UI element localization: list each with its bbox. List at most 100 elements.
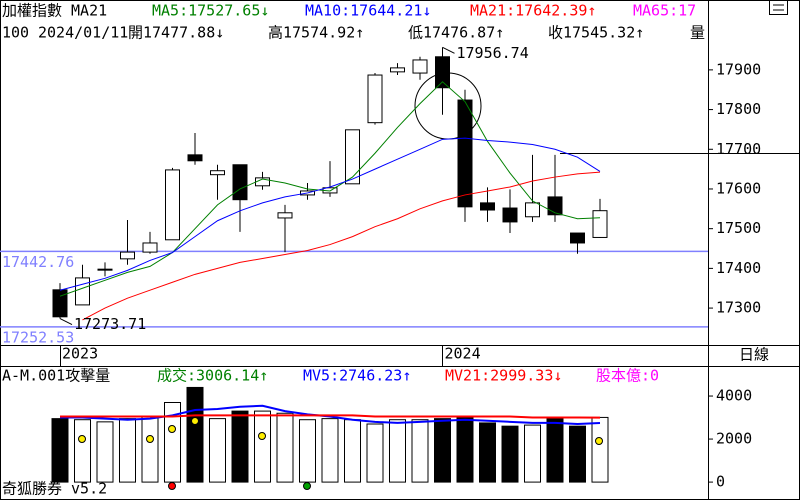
price-panel: 17442.76 17252.53 (0, 47, 708, 346)
volume-bar (51, 418, 69, 483)
info-text: 100 (2, 24, 29, 42)
candle-body (592, 210, 608, 238)
candle-body (457, 99, 473, 208)
price-line-label: 17252.53 (2, 328, 74, 346)
info-text: 成交:3006.14↑ (157, 367, 268, 385)
info-text: 高17574.92↑ (268, 24, 364, 42)
candle-body (412, 59, 428, 74)
volume-bar (366, 423, 384, 483)
volume-bar (546, 418, 564, 483)
candle-body (75, 277, 90, 306)
volume-bar (501, 425, 519, 483)
volume-bar (321, 418, 339, 483)
ma-line (82, 171, 601, 321)
y-tick-label: 17300 (716, 299, 761, 317)
volume-bar (209, 418, 226, 483)
info-text: MV21:2999.33↓ (445, 367, 562, 385)
volume-bar (389, 419, 406, 483)
y-tick-label: 4000 (716, 387, 752, 405)
annotation: 17273.71 (74, 315, 146, 333)
signal-dot (168, 425, 176, 433)
candle-body (52, 289, 68, 318)
volume-bar (524, 424, 541, 483)
candle-body (97, 268, 113, 271)
info-text: 加權指數 MA21 (2, 2, 107, 20)
info-text: MV5:2746.23↑ (303, 367, 411, 385)
x-tick-label: 2024 (445, 345, 481, 363)
volume-bar (591, 416, 609, 483)
info-text: MA5:17527.65↓ (152, 2, 269, 20)
volume-bar (479, 422, 496, 483)
info-text: 收17545.32↑ (548, 24, 644, 42)
signal-dot (191, 417, 199, 425)
info-text: 開17477.88↓ (128, 24, 224, 42)
y-tick-label: 0 (716, 473, 725, 491)
signal-dot (78, 435, 86, 443)
signal-dot (146, 435, 154, 443)
y-tick-label: 17900 (716, 60, 761, 78)
y-tick-label: 17400 (716, 259, 761, 277)
info-text: 2024/01/11 (38, 24, 128, 42)
candle-body (120, 251, 135, 260)
candle-body (547, 196, 563, 216)
volume-bar (186, 386, 204, 483)
volume-bar (411, 419, 429, 483)
candle-body (232, 164, 248, 201)
signal-dot (168, 482, 176, 490)
y-tick-label: 17700 (716, 140, 761, 158)
price-line-label: 17442.76 (2, 253, 74, 271)
volume-bar (456, 417, 474, 483)
info-text: A-M.001攻擊量 (2, 367, 110, 385)
menu-icon[interactable] (769, 0, 788, 15)
candle-body (210, 170, 225, 176)
info-text: MA10:17644.21↓ (305, 2, 431, 20)
volume-bar (276, 412, 294, 483)
footer-text: 奇狐勝券 v5.2 (2, 480, 107, 498)
annotation-leader (442, 46, 455, 54)
volume-bar (344, 419, 361, 483)
candle-body (525, 202, 540, 218)
info-text: 量 (690, 24, 705, 42)
candle-body (502, 207, 518, 223)
candle-body (570, 232, 585, 244)
x-tick-label: 2023 (62, 345, 98, 363)
volume-bar (434, 418, 451, 483)
signal-dot (595, 437, 603, 445)
candle-body (142, 242, 158, 253)
candle-body (367, 74, 383, 124)
annotation-leader (59, 318, 73, 325)
volume-bar (96, 421, 114, 483)
ma-line (59, 81, 601, 297)
info-text: 股本億:0 (596, 367, 659, 385)
y-tick-label: 17500 (716, 219, 761, 237)
volume-ma-line (60, 404, 601, 426)
candle-body (435, 56, 450, 89)
volume-bar (74, 419, 91, 483)
ma-line (59, 137, 601, 291)
volume-ma-line (60, 414, 601, 419)
volume-bar (569, 425, 586, 483)
volume-bar (254, 410, 271, 483)
signal-dot (258, 432, 266, 440)
candle-body (277, 212, 293, 219)
period-label: 日線 (739, 346, 769, 364)
volume-bar (231, 410, 249, 483)
candle-body (345, 129, 360, 185)
info-text: 低17476.87↑ (408, 24, 504, 42)
overlay: 加權指數 MA21 MA5:17527.65↓ MA10:17644.21↓ MA21… (2, 2, 769, 498)
volume-bar (299, 419, 316, 483)
candle-body (165, 169, 180, 241)
candle-body (187, 154, 203, 162)
candle-body (480, 202, 495, 211)
annotation: 17956.74 (457, 44, 529, 62)
candle-body (390, 67, 405, 73)
info-text: MA65:17 (633, 2, 696, 20)
volume-bar (141, 415, 159, 483)
volume-bar (119, 418, 136, 483)
y-tick-label: 2000 (716, 430, 752, 448)
signal-dot (303, 482, 311, 490)
y-tick-label: 17800 (716, 100, 761, 118)
info-text: MA21:17642.39↑ (470, 2, 596, 20)
y-tick-label: 17600 (716, 179, 761, 197)
